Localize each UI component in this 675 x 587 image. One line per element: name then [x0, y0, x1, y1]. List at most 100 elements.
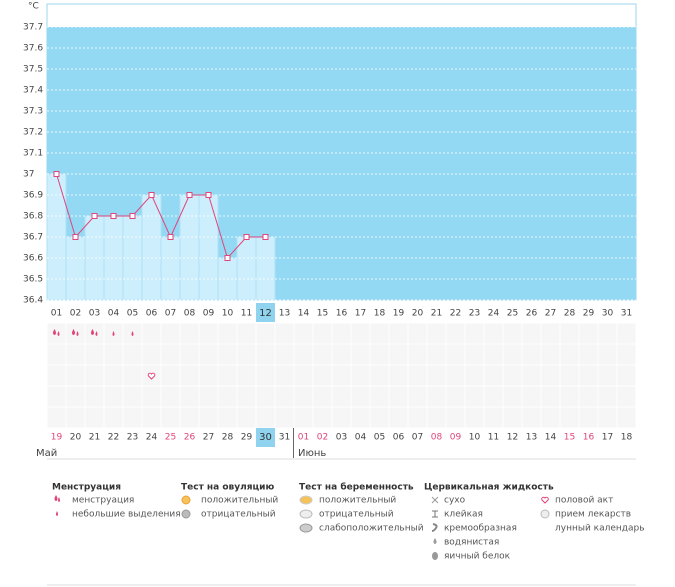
cell [122, 343, 143, 366]
icon [54, 495, 60, 502]
cell [103, 343, 124, 366]
cell [445, 343, 466, 366]
cell [502, 343, 523, 366]
cell [312, 364, 333, 387]
y-tick-label: 37 [23, 170, 34, 180]
legend-item: положительный [319, 496, 396, 506]
cell [388, 343, 409, 366]
cell [540, 343, 561, 366]
cell [236, 406, 257, 429]
x-tick-label: 21 [431, 309, 442, 319]
cell [597, 322, 618, 345]
cell [350, 364, 371, 387]
icon [181, 509, 191, 519]
x-tick-label: 17 [355, 309, 366, 319]
icon [540, 509, 550, 519]
cell [616, 385, 637, 408]
cell [179, 364, 200, 387]
cell [578, 322, 599, 345]
cell [217, 385, 238, 408]
cell [369, 364, 390, 387]
cell [597, 385, 618, 408]
x-tick-label: 25 [507, 309, 518, 319]
cell [141, 406, 162, 429]
temp-bar [236, 236, 257, 301]
cell [312, 406, 333, 429]
cycle-day: 01 [298, 433, 309, 443]
cell [312, 322, 333, 345]
cell [483, 364, 504, 387]
cell [198, 364, 219, 387]
cell [84, 343, 105, 366]
x-tick-label: 29 [583, 309, 595, 319]
cell [521, 322, 542, 345]
legend-item: небольшие выделения [72, 510, 181, 520]
temp-bar [160, 236, 181, 301]
cell [350, 322, 371, 345]
icon [181, 495, 191, 505]
cell [236, 322, 257, 345]
icon [432, 552, 438, 560]
icon [299, 523, 313, 533]
legend-item: сухо [444, 496, 466, 506]
x-tick-label: 27 [545, 309, 556, 319]
cell [217, 364, 238, 387]
cell [179, 343, 200, 366]
cell [578, 343, 599, 366]
cell [426, 406, 447, 429]
cell [445, 364, 466, 387]
cell [179, 322, 200, 345]
cell [426, 343, 447, 366]
cell [274, 343, 295, 366]
legend-title: Цервикальная жидкость [424, 483, 554, 493]
icon [541, 496, 549, 504]
cell [407, 364, 428, 387]
temp-point [205, 192, 212, 198]
legend-item: менструация [72, 496, 134, 506]
cycle-day: 25 [165, 433, 176, 443]
cycle-day: 05 [374, 433, 385, 443]
cycle-day: 10 [469, 433, 481, 443]
x-tick-label: 10 [222, 309, 234, 319]
cell [331, 343, 352, 366]
cell [445, 385, 466, 408]
x-tick-label: 11 [241, 309, 252, 319]
cycle-day: 17 [602, 433, 613, 443]
cell [616, 364, 637, 387]
cycle-day: 13 [526, 433, 537, 443]
cell [407, 322, 428, 345]
cell [293, 322, 314, 345]
cell [141, 385, 162, 408]
cell [483, 322, 504, 345]
cell [350, 343, 371, 366]
cycle-day: 29 [241, 433, 253, 443]
cell [616, 406, 637, 429]
cell [464, 406, 485, 429]
cell [160, 343, 181, 366]
x-tick-label: 06 [146, 309, 158, 319]
x-tick-label: 20 [412, 309, 424, 319]
cycle-day: 21 [89, 433, 100, 443]
cell [179, 406, 200, 429]
cell [350, 385, 371, 408]
cell [597, 364, 618, 387]
cycle-day: 06 [393, 433, 405, 443]
x-tick-label: 28 [564, 309, 576, 319]
cycle-day: 14 [545, 433, 557, 443]
menstruation-light [112, 331, 115, 336]
cell [464, 343, 485, 366]
cell [559, 343, 580, 366]
cell [578, 385, 599, 408]
y-tick-label: 36.4 [23, 296, 43, 306]
x-tick-label: 26 [526, 309, 538, 319]
cell [388, 364, 409, 387]
cell [559, 364, 580, 387]
cell [464, 364, 485, 387]
cell [578, 406, 599, 429]
cell [407, 406, 428, 429]
legend-title: Тест на овуляцию [181, 483, 274, 493]
cell [274, 406, 295, 429]
cell [122, 406, 143, 429]
cell [483, 385, 504, 408]
cell [236, 364, 257, 387]
